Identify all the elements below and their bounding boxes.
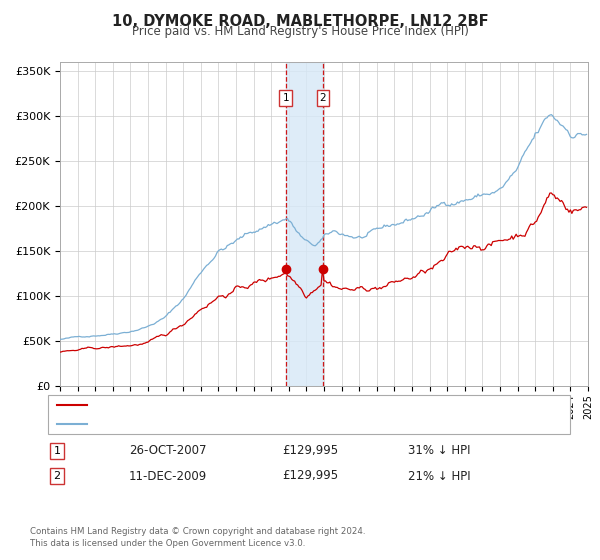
Text: £129,995: £129,995: [282, 444, 338, 458]
Text: 11-DEC-2009: 11-DEC-2009: [129, 469, 207, 483]
Text: Contains HM Land Registry data © Crown copyright and database right 2024.: Contains HM Land Registry data © Crown c…: [30, 528, 365, 536]
Text: 21% ↓ HPI: 21% ↓ HPI: [408, 469, 470, 483]
Text: Price paid vs. HM Land Registry's House Price Index (HPI): Price paid vs. HM Land Registry's House …: [131, 25, 469, 38]
Text: £129,995: £129,995: [282, 469, 338, 483]
Text: 26-OCT-2007: 26-OCT-2007: [129, 444, 206, 458]
Bar: [286, 62, 323, 386]
Text: 2: 2: [53, 471, 61, 481]
Text: 2: 2: [320, 93, 326, 102]
Text: 1: 1: [53, 446, 61, 456]
Text: 10, DYMOKE ROAD, MABLETHORPE, LN12 2BF: 10, DYMOKE ROAD, MABLETHORPE, LN12 2BF: [112, 14, 488, 29]
Text: 1: 1: [283, 93, 289, 102]
Text: 31% ↓ HPI: 31% ↓ HPI: [408, 444, 470, 458]
Text: HPI: Average price, detached house, East Lindsey: HPI: Average price, detached house, East…: [93, 419, 352, 429]
Text: 10, DYMOKE ROAD, MABLETHORPE, LN12 2BF (detached house): 10, DYMOKE ROAD, MABLETHORPE, LN12 2BF (…: [93, 400, 425, 410]
Text: This data is licensed under the Open Government Licence v3.0.: This data is licensed under the Open Gov…: [30, 539, 305, 548]
